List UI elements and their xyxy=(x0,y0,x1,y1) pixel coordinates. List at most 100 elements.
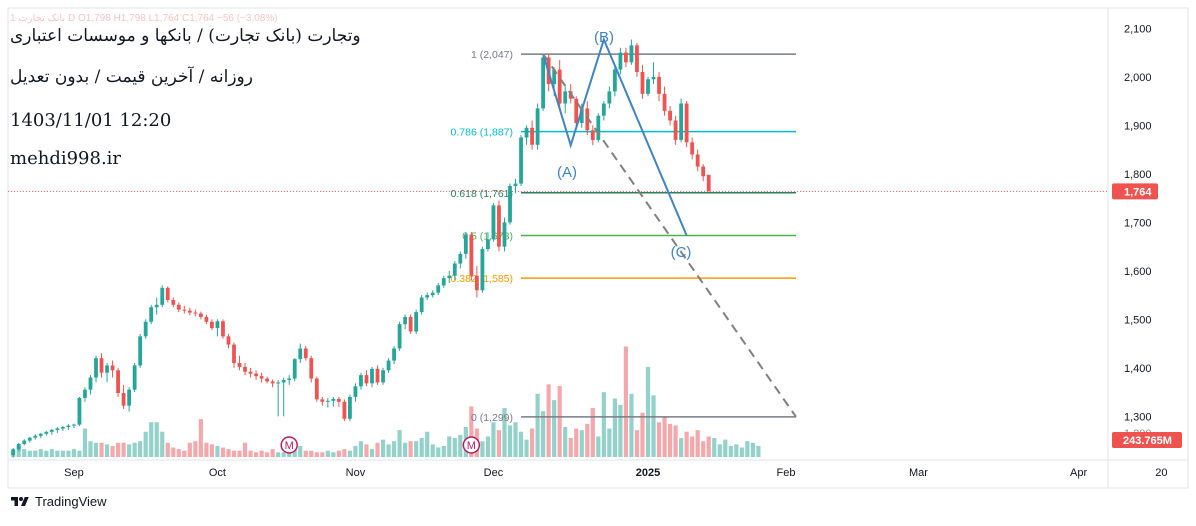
candle-body[interactable] xyxy=(513,183,518,186)
candle-body[interactable] xyxy=(215,321,220,329)
candle-body[interactable] xyxy=(143,321,148,337)
candle-body[interactable] xyxy=(49,429,54,432)
candle-body[interactable] xyxy=(640,72,645,94)
candle-body[interactable] xyxy=(77,397,82,425)
candle-body[interactable] xyxy=(463,234,468,254)
candle-body[interactable] xyxy=(22,440,27,444)
candle-body[interactable] xyxy=(563,91,568,104)
candle-body[interactable] xyxy=(287,378,292,380)
candle-body[interactable] xyxy=(116,370,120,394)
candle-body[interactable] xyxy=(585,108,590,131)
candle-body[interactable] xyxy=(232,344,236,364)
candle-body[interactable] xyxy=(414,312,419,332)
candle-body[interactable] xyxy=(320,399,325,402)
candle-body[interactable] xyxy=(646,79,650,94)
candle-body[interactable] xyxy=(679,103,684,140)
candle-body[interactable] xyxy=(60,427,65,429)
candle-body[interactable] xyxy=(419,297,424,313)
candle-body[interactable] xyxy=(204,316,209,322)
candle-body[interactable] xyxy=(590,130,595,140)
candle-body[interactable] xyxy=(66,425,71,428)
candle-body[interactable] xyxy=(684,103,689,143)
candle-body[interactable] xyxy=(392,348,396,361)
candle-body[interactable] xyxy=(607,91,612,104)
candle-body[interactable] xyxy=(690,142,695,155)
candle-body[interactable] xyxy=(16,443,21,450)
candle-body[interactable] xyxy=(165,287,170,300)
candle-body[interactable] xyxy=(154,304,159,308)
volume-badge[interactable] xyxy=(1112,432,1182,448)
candle-body[interactable] xyxy=(348,396,352,419)
candle-body[interactable] xyxy=(408,316,413,332)
candle-body[interactable] xyxy=(695,154,700,167)
candle-body[interactable] xyxy=(618,52,623,70)
candle-body[interactable] xyxy=(182,309,187,311)
candle-body[interactable] xyxy=(519,137,523,184)
candle-body[interactable] xyxy=(497,205,501,247)
candle-body[interactable] xyxy=(149,307,154,322)
candle-body[interactable] xyxy=(353,386,358,397)
candle-body[interactable] xyxy=(552,69,557,85)
candle-body[interactable] xyxy=(596,115,601,140)
candle-body[interactable] xyxy=(281,379,286,383)
candle-body[interactable] xyxy=(88,377,93,390)
candle-body[interactable] xyxy=(38,433,43,436)
candle-body[interactable] xyxy=(612,69,617,92)
candle-body[interactable] xyxy=(541,57,546,109)
candle-body[interactable] xyxy=(336,398,341,402)
candle-body[interactable] xyxy=(276,382,281,384)
marker-circle[interactable] xyxy=(462,436,481,454)
candle-body[interactable] xyxy=(132,365,137,390)
candle-body[interactable] xyxy=(309,358,314,379)
candle-body[interactable] xyxy=(72,424,76,426)
candle-body[interactable] xyxy=(298,348,303,360)
candle-body[interactable] xyxy=(530,127,534,145)
candle-body[interactable] xyxy=(342,401,347,419)
candle-body[interactable] xyxy=(314,378,319,400)
candle-body[interactable] xyxy=(331,398,336,401)
candle-body[interactable] xyxy=(629,45,634,63)
candle-body[interactable] xyxy=(259,376,264,379)
candle-body[interactable] xyxy=(403,316,408,325)
candle-body[interactable] xyxy=(193,312,198,314)
candle-body[interactable] xyxy=(486,239,490,250)
candle-body[interactable] xyxy=(441,278,446,286)
candle-body[interactable] xyxy=(370,368,374,384)
candle-body[interactable] xyxy=(44,431,49,434)
candle-body[interactable] xyxy=(359,375,363,387)
candle-body[interactable] xyxy=(364,375,369,384)
candle-body[interactable] xyxy=(254,373,258,377)
candle-body[interactable] xyxy=(226,336,231,345)
candle-body[interactable] xyxy=(579,108,584,123)
candle-body[interactable] xyxy=(706,174,711,192)
candle-body[interactable] xyxy=(105,365,109,373)
candle-body[interactable] xyxy=(436,285,441,293)
candle-body[interactable] xyxy=(99,358,104,373)
candle-body[interactable] xyxy=(127,389,132,406)
candle-body[interactable] xyxy=(55,428,60,430)
candle-body[interactable] xyxy=(635,45,639,73)
candle-body[interactable] xyxy=(210,321,214,329)
candle-body[interactable] xyxy=(668,110,672,121)
candle-body[interactable] xyxy=(303,348,308,359)
candle-body[interactable] xyxy=(33,435,38,438)
candle-body[interactable] xyxy=(657,76,661,94)
candle-body[interactable] xyxy=(198,313,203,317)
candle-body[interactable] xyxy=(243,366,247,372)
candle-body[interactable] xyxy=(430,292,435,296)
candle-body[interactable] xyxy=(11,449,16,456)
candle-body[interactable] xyxy=(386,360,391,371)
candle-body[interactable] xyxy=(265,378,270,382)
candle-body[interactable] xyxy=(557,69,562,104)
candle-body[interactable] xyxy=(425,295,430,298)
candle-body[interactable] xyxy=(673,120,678,140)
candle-body[interactable] xyxy=(237,363,242,367)
tradingview-brand[interactable]: TradingView xyxy=(10,494,107,509)
candle-body[interactable] xyxy=(535,108,540,145)
elliott-wave-path[interactable] xyxy=(542,36,688,236)
candle-body[interactable] xyxy=(491,205,496,240)
candle-body[interactable] xyxy=(701,166,706,177)
candle-body[interactable] xyxy=(480,249,485,291)
